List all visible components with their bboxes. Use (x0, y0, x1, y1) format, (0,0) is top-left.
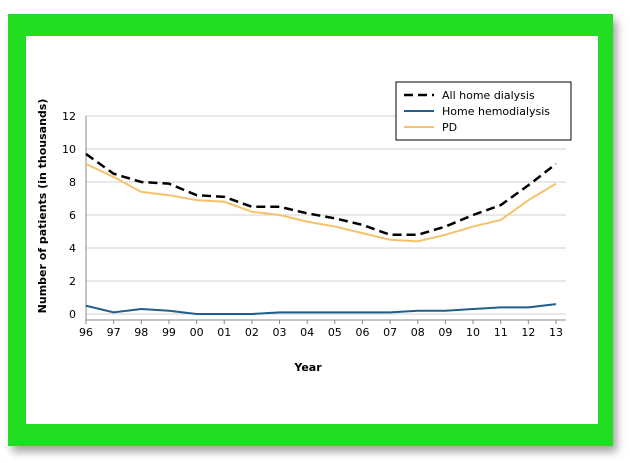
y-tick-label: 10 (62, 143, 76, 156)
x-tick-label: 05 (328, 326, 342, 339)
y-tick-label: 0 (69, 308, 76, 321)
x-tick-label: 08 (411, 326, 425, 339)
y-tick-label: 8 (69, 176, 76, 189)
series-line (85, 152, 557, 237)
legend-label: PD (442, 121, 457, 134)
legend-label: All home dialysis (442, 89, 535, 102)
y-tick-label: 4 (69, 242, 76, 255)
x-axis-title: Year (293, 361, 322, 374)
y-tick-label: 6 (69, 209, 76, 222)
x-tick-label: 97 (107, 326, 121, 339)
x-tick-label: 09 (438, 326, 452, 339)
x-tick-label: 12 (521, 326, 535, 339)
x-tick-label: 13 (549, 326, 563, 339)
y-axis-title: Number of patients (in thousands) (36, 99, 49, 314)
x-tick-label: 02 (245, 326, 259, 339)
x-tick-label: 99 (162, 326, 176, 339)
x-tick-label: 98 (134, 326, 148, 339)
y-tick-label: 12 (62, 110, 76, 123)
x-tick-label: 11 (494, 326, 508, 339)
x-tick-label: 04 (300, 326, 314, 339)
legend-label: Home hemodialysis (442, 105, 550, 118)
series-line (85, 162, 557, 243)
series-line (85, 303, 557, 315)
y-tick-label: 2 (69, 275, 76, 288)
x-tick-label: 96 (79, 326, 93, 339)
chart: Year Number of patients (in thousands) 0… (36, 81, 572, 374)
x-tick-label: 03 (273, 326, 287, 339)
x-tick-label: 00 (190, 326, 204, 339)
green-frame: Year Number of patients (in thousands) 0… (8, 14, 613, 446)
x-tick-label: 01 (217, 326, 231, 339)
x-tick-label: 10 (466, 326, 480, 339)
x-tick-label: 07 (383, 326, 397, 339)
chart-panel: Year Number of patients (in thousands) 0… (26, 36, 598, 424)
x-tick-label: 06 (355, 326, 369, 339)
